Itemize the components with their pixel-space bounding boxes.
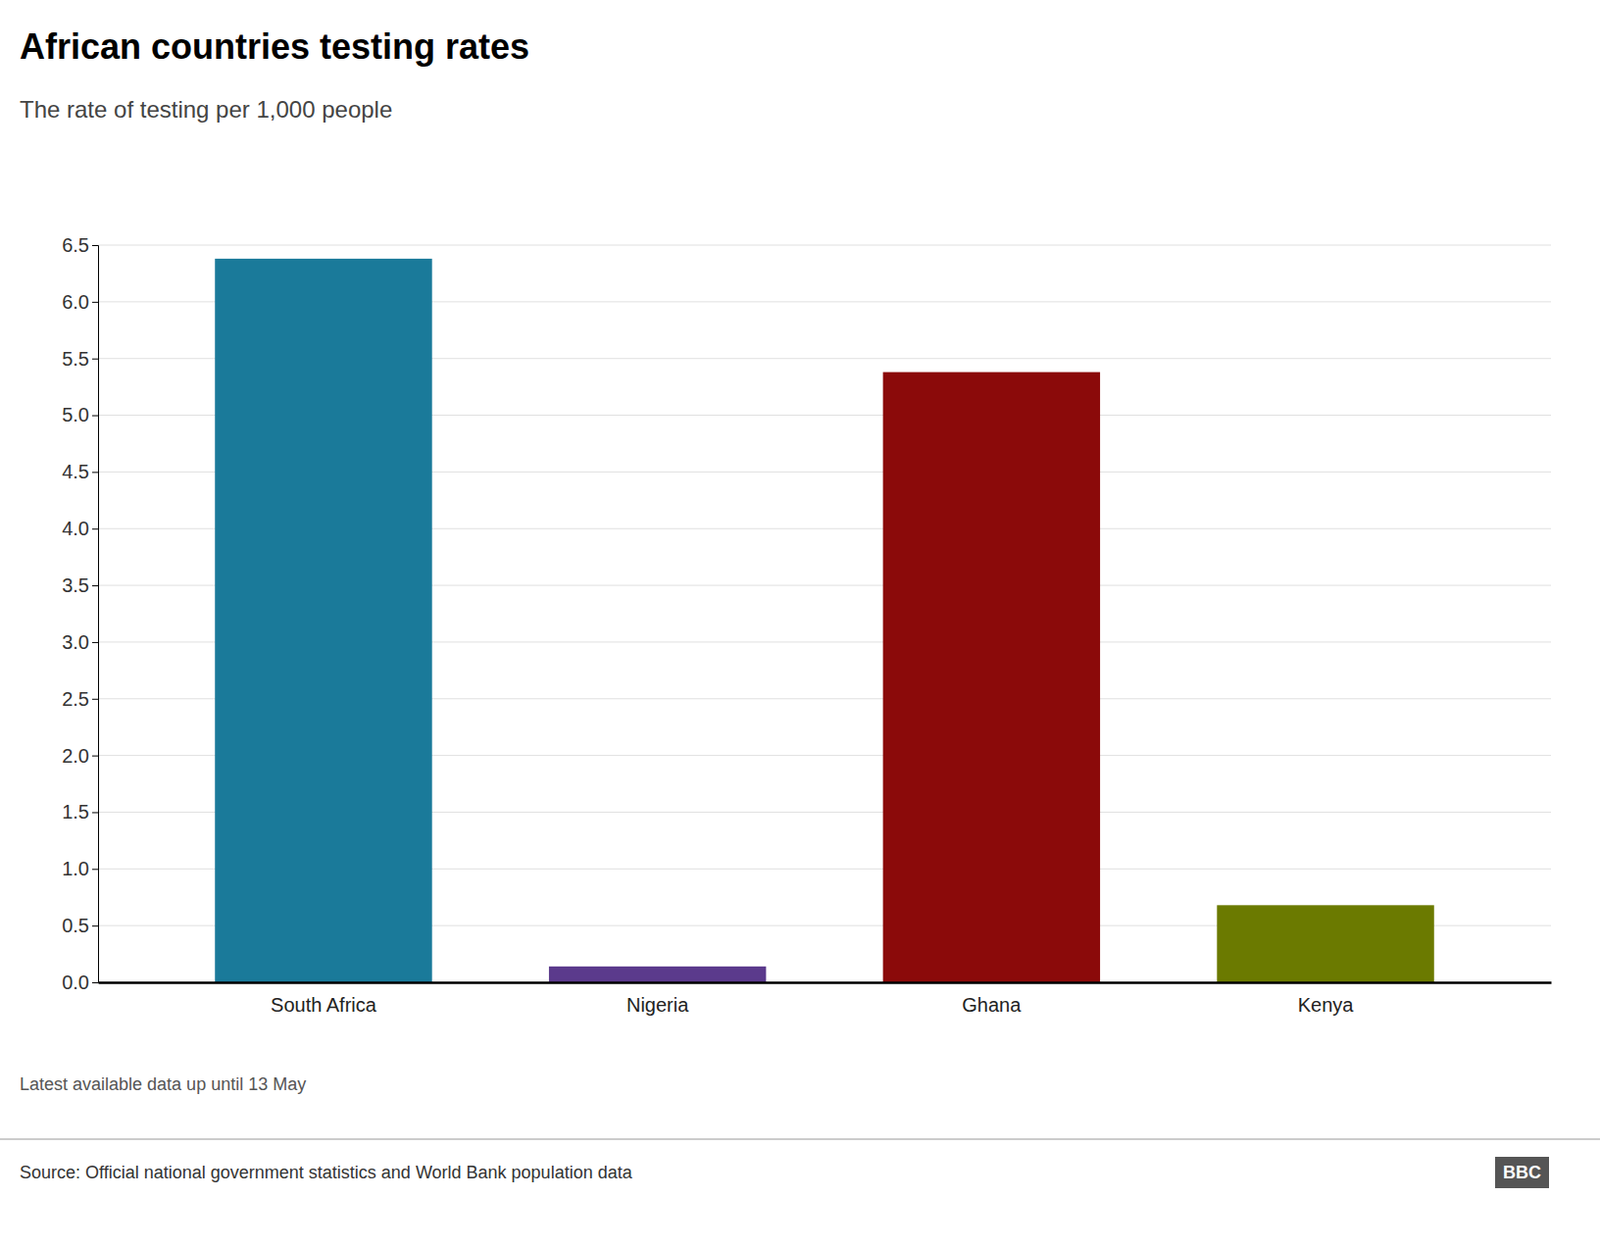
- subtitle: The rate of testing per 1,000 people: [19, 96, 393, 123]
- y-tick-label: 4.0: [61, 517, 90, 540]
- y-tick-mark: [92, 245, 99, 247]
- bars: [214, 258, 1435, 983]
- y-tick-mark: [92, 471, 99, 473]
- logo: BBC: [1495, 1156, 1550, 1189]
- bar: [214, 258, 432, 983]
- y-tick: 2.5: [61, 688, 99, 710]
- separator: [0, 1138, 1600, 1140]
- grid-line: [98, 245, 1551, 247]
- y-tick-label: 6.5: [61, 234, 90, 256]
- y-tick: 6.0: [61, 291, 99, 313]
- y-tick-mark: [92, 811, 99, 813]
- y-tick: 4.5: [61, 460, 99, 483]
- y-tick: 1.5: [61, 800, 99, 823]
- x-tick-label: South Africa: [270, 994, 378, 1016]
- logo-text: BBC: [1502, 1162, 1542, 1183]
- y-tick-mark: [92, 925, 99, 927]
- y-tick-mark: [92, 755, 99, 757]
- x-tick-label: Kenya: [1298, 994, 1355, 1016]
- bar: [1216, 904, 1434, 983]
- y-tick-mark: [92, 642, 99, 644]
- y-tick-label: 3.0: [61, 631, 90, 653]
- y-tick-label: 0.5: [61, 914, 90, 937]
- source-text: Source: Official national government sta…: [19, 1162, 634, 1183]
- plot: 0.0 0.5 1.0 1.5 2.0 2.5 3.0 3.5 4.0 4.5 5.0 5.5 6.0 6…: [61, 234, 1551, 1016]
- chart-svg: African countries testing rates The rate …: [0, 0, 1600, 1247]
- y-tick-mark: [92, 699, 99, 700]
- x-axis-line: [99, 981, 1552, 985]
- y-tick-mark: [92, 528, 99, 530]
- y-tick: 2.0: [61, 745, 99, 767]
- y-tick-mark: [92, 585, 99, 587]
- y-tick: 4.0: [61, 517, 99, 540]
- y-tick-label: 4.5: [61, 460, 90, 483]
- y-tick: 0.0: [61, 971, 99, 994]
- x-tick: South Africa: [270, 994, 378, 1016]
- x-tick: Kenya: [1298, 994, 1355, 1016]
- logo-box: [1495, 1156, 1550, 1189]
- y-tick-mark: [92, 358, 99, 360]
- y-tick-mark: [92, 982, 99, 984]
- chart-container: African countries testing rates The rate …: [0, 0, 1600, 1247]
- y-tick-label: 1.5: [61, 800, 90, 823]
- grid-line: [98, 982, 1551, 984]
- y-tick-label: 2.0: [61, 745, 90, 767]
- y-tick-mark: [92, 301, 99, 303]
- y-tick-label: 6.0: [61, 291, 90, 313]
- grid: [98, 245, 1551, 983]
- y-tick: 1.0: [61, 857, 99, 880]
- bar: [549, 966, 766, 983]
- y-tick: 0.5: [61, 914, 99, 937]
- footer-note: Latest available data up until 13 May: [19, 1074, 306, 1095]
- y-tick: 3.0: [61, 631, 99, 653]
- y-tick: 5.5: [61, 348, 99, 370]
- y-tick-label: 5.5: [61, 348, 90, 370]
- y-tick: 5.0: [61, 403, 99, 426]
- y-tick-label: 2.5: [61, 688, 90, 710]
- bar: [883, 372, 1100, 983]
- y-tick: 6.5: [61, 234, 99, 256]
- x-tick-label: Ghana: [961, 994, 1022, 1016]
- x-tick-label: Nigeria: [626, 994, 690, 1016]
- y-tick-label: 3.5: [61, 574, 90, 597]
- x-tick: Nigeria: [626, 994, 690, 1016]
- y-tick-label: 5.0: [61, 403, 90, 426]
- y-tick-label: 1.0: [61, 857, 90, 880]
- y-tick-mark: [92, 415, 99, 417]
- y-tick: 3.5: [61, 574, 99, 597]
- title: African countries testing rates: [19, 26, 530, 67]
- x-tick: Ghana: [961, 994, 1022, 1016]
- y-tick-label: 0.0: [61, 971, 90, 994]
- y-tick-mark: [92, 868, 99, 870]
- x-axis: South Africa Nigeria Ghana Kenya: [99, 983, 1552, 1017]
- y-axis-line: [92, 246, 100, 984]
- y-axis: 0.0 0.5 1.0 1.5 2.0 2.5 3.0 3.5 4.0 4.5 5.0 5.5 6.0 6…: [61, 234, 99, 994]
